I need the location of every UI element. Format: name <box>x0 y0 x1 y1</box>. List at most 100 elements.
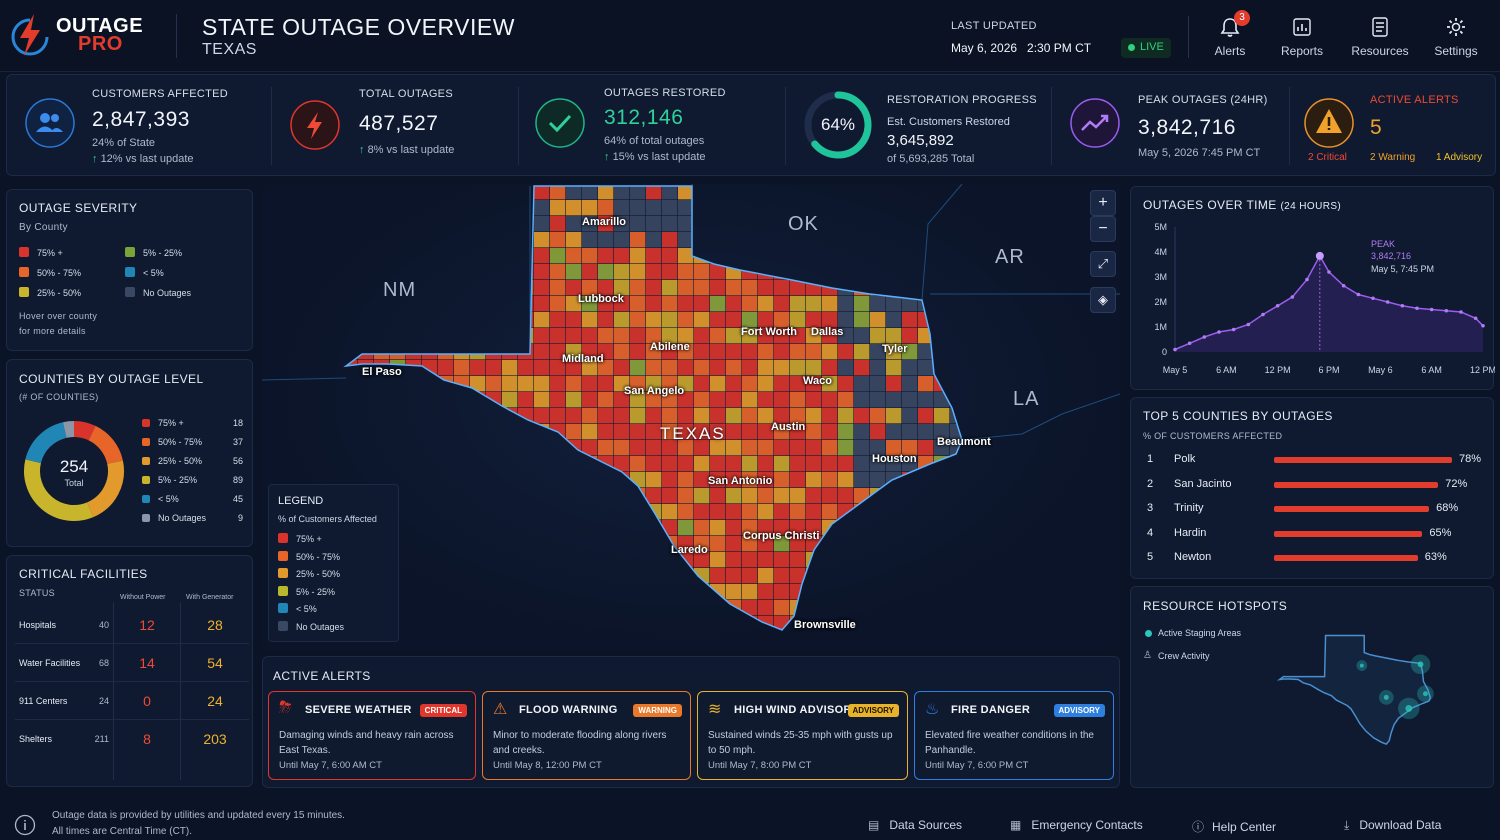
county-cell[interactable] <box>662 440 678 456</box>
county-cell[interactable] <box>422 408 438 424</box>
county-cell[interactable] <box>950 552 965 568</box>
county-cell[interactable] <box>902 488 918 504</box>
county-cell[interactable] <box>918 616 934 631</box>
county-cell[interactable] <box>630 536 646 552</box>
county-cell[interactable] <box>422 328 438 344</box>
county-cell[interactable] <box>742 584 758 600</box>
county-cell[interactable] <box>742 280 758 296</box>
nav-reports-button[interactable]: Reports <box>1266 14 1338 62</box>
county-cell[interactable] <box>566 600 582 616</box>
county-cell[interactable] <box>390 264 406 280</box>
county-cell[interactable] <box>822 376 838 392</box>
county-cell[interactable] <box>470 264 486 280</box>
county-cell[interactable] <box>358 408 374 424</box>
county-cell[interactable] <box>646 552 662 568</box>
county-cell[interactable] <box>710 344 726 360</box>
county-cell[interactable] <box>614 632 629 647</box>
county-cell[interactable] <box>758 392 774 408</box>
county-cell[interactable] <box>854 312 870 328</box>
county-cell[interactable] <box>646 232 662 248</box>
county-cell[interactable] <box>886 328 902 344</box>
county-cell[interactable] <box>726 328 742 344</box>
nav-resources-button[interactable]: Resources <box>1344 14 1416 62</box>
county-cell[interactable] <box>822 200 838 216</box>
county-cell[interactable] <box>550 440 566 456</box>
county-cell[interactable] <box>726 296 742 312</box>
county-cell[interactable] <box>422 568 438 584</box>
county-cell[interactable] <box>582 520 598 536</box>
county-cell[interactable] <box>598 552 614 568</box>
county-cell[interactable] <box>678 504 694 520</box>
county-cell[interactable] <box>870 264 886 280</box>
county-cell[interactable] <box>486 248 502 264</box>
county-cell[interactable] <box>918 184 934 200</box>
county-cell[interactable] <box>598 200 614 216</box>
county-cell[interactable] <box>646 568 662 584</box>
county-cell[interactable] <box>566 392 582 408</box>
county-cell[interactable] <box>470 296 486 312</box>
county-cell[interactable] <box>630 520 646 536</box>
county-cell[interactable] <box>614 392 630 408</box>
county-cell[interactable] <box>422 232 438 248</box>
county-cell[interactable] <box>374 408 390 424</box>
county-cell[interactable] <box>598 184 614 200</box>
county-cell[interactable] <box>454 552 470 568</box>
county-cell[interactable] <box>838 280 854 296</box>
county-cell[interactable] <box>470 424 486 440</box>
county-cell[interactable] <box>774 280 790 296</box>
county-cell[interactable] <box>582 536 598 552</box>
county-cell[interactable] <box>614 248 630 264</box>
county-cell[interactable] <box>470 472 486 488</box>
county-cell[interactable] <box>822 264 838 280</box>
county-cell[interactable] <box>758 424 774 440</box>
county-cell[interactable] <box>630 248 646 264</box>
county-cell[interactable] <box>422 200 438 216</box>
county-cell[interactable] <box>950 632 965 647</box>
county-cell[interactable] <box>534 600 550 616</box>
county-cell[interactable] <box>822 328 838 344</box>
county-cell[interactable] <box>726 456 742 472</box>
county-cell[interactable] <box>614 536 630 552</box>
county-cell[interactable] <box>646 312 662 328</box>
county-cell[interactable] <box>630 360 646 376</box>
county-cell[interactable] <box>358 312 374 328</box>
county-cell[interactable] <box>406 408 422 424</box>
county-cell[interactable] <box>614 440 630 456</box>
county-cell[interactable] <box>678 264 694 280</box>
county-cell[interactable] <box>342 264 358 280</box>
county-cell[interactable] <box>678 296 694 312</box>
county-cell[interactable] <box>470 216 486 232</box>
county-cell[interactable] <box>966 408 981 423</box>
county-cell[interactable] <box>422 184 438 200</box>
county-cell[interactable] <box>550 568 566 584</box>
county-cell[interactable] <box>822 232 838 248</box>
county-cell[interactable] <box>374 216 390 232</box>
county-cell[interactable] <box>742 408 758 424</box>
county-cell[interactable] <box>870 312 886 328</box>
county-cell[interactable] <box>342 232 358 248</box>
county-cell[interactable] <box>854 616 870 631</box>
county-cell[interactable] <box>502 296 518 312</box>
county-cell[interactable] <box>470 360 486 376</box>
county-cell[interactable] <box>502 584 518 600</box>
county-cell[interactable] <box>966 504 981 519</box>
county-cell[interactable] <box>710 312 726 328</box>
county-cell[interactable] <box>614 376 630 392</box>
county-cell[interactable] <box>582 488 598 504</box>
county-cell[interactable] <box>966 296 981 311</box>
county-cell[interactable] <box>438 584 454 600</box>
county-cell[interactable] <box>838 360 854 376</box>
county-cell[interactable] <box>598 648 613 650</box>
county-cell[interactable] <box>886 600 902 616</box>
county-cell[interactable] <box>502 216 518 232</box>
county-cell[interactable] <box>886 456 902 472</box>
county-cell[interactable] <box>486 552 502 568</box>
county-cell[interactable] <box>502 616 518 631</box>
county-cell[interactable] <box>566 360 582 376</box>
county-cell[interactable] <box>646 280 662 296</box>
county-cell[interactable] <box>438 312 454 328</box>
county-cell[interactable] <box>790 632 805 647</box>
county-cell[interactable] <box>726 264 742 280</box>
county-cell[interactable] <box>966 600 981 615</box>
county-cell[interactable] <box>822 216 838 232</box>
